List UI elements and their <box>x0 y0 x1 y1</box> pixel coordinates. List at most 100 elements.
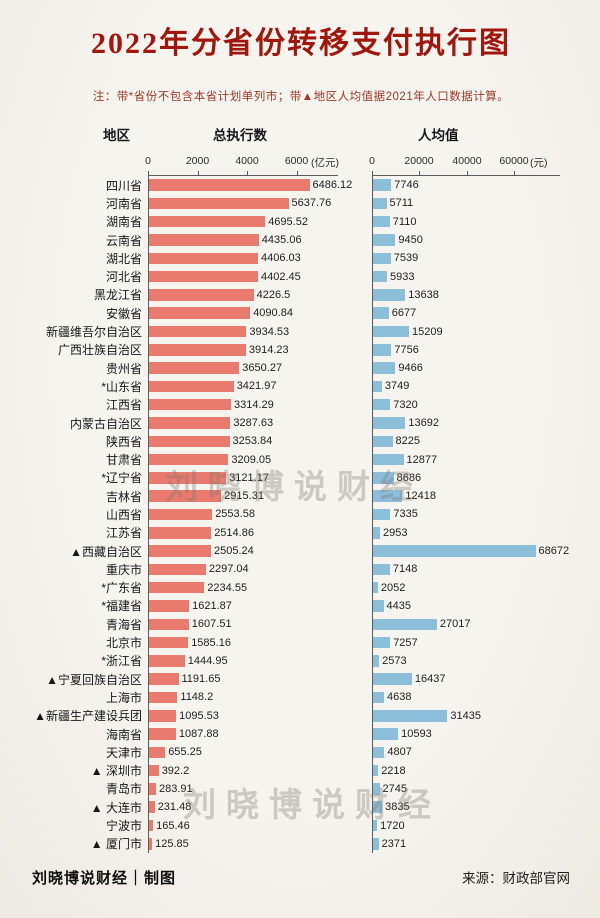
region-label: 江苏省 <box>105 526 142 541</box>
per-capita-bar-cell: 7320 <box>372 395 592 414</box>
total-bar-cell: 1095.53 <box>148 706 372 725</box>
total-value: 1191.65 <box>181 673 221 686</box>
chart-row: 广西壮族自治区 3914.23 7756 <box>10 340 592 359</box>
per-capita-bar-cell: 4638 <box>372 688 592 707</box>
per-capita-value: 5711 <box>389 197 414 210</box>
per-capita-value: 2953 <box>383 526 408 539</box>
chart-row: 河北省 4402.45 5933 <box>10 267 592 286</box>
per-capita-value: 7756 <box>394 343 419 356</box>
total-value: 1095.53 <box>179 709 219 722</box>
per-capita-value: 4435 <box>386 599 411 612</box>
chart-row: 天津市 655.25 4807 <box>10 743 592 762</box>
total-bar <box>149 270 258 283</box>
per-capita-value: 27017 <box>439 618 471 631</box>
total-bar <box>149 819 154 832</box>
total-axis-unit: (亿元) <box>311 157 339 169</box>
axis-tick: 60000 <box>499 155 529 167</box>
total-axis: 0 2000 4000 6000 (亿元) <box>145 155 372 169</box>
region-label: 河南省 <box>105 196 142 211</box>
total-bar-cell: 3421.97 <box>148 377 372 396</box>
per-capita-bar-cell: 15209 <box>372 322 592 341</box>
total-value: 4090.84 <box>253 307 293 320</box>
total-bar <box>149 618 189 631</box>
per-capita-bar <box>373 728 399 740</box>
total-bar <box>149 252 258 265</box>
per-capita-bar <box>373 325 409 338</box>
total-bar <box>149 545 211 557</box>
column-headers: 地区 总执行数 人均值 <box>10 124 592 144</box>
per-capita-value: 3835 <box>385 801 410 814</box>
per-capita-value: 2052 <box>380 581 406 594</box>
total-bar-cell: 2553.58 <box>148 505 372 524</box>
per-capita-bar <box>373 197 387 210</box>
axis-tick: 20000 <box>404 155 434 167</box>
page-title: 2022年分省份转移支付执行图 <box>91 27 511 60</box>
per-capita-value: 8686 <box>396 471 422 484</box>
total-value: 5637.76 <box>291 197 332 210</box>
region-label: 湖北省 <box>105 251 142 266</box>
chart-row: 内蒙古自治区 3287.63 13692 <box>10 413 592 433</box>
total-value: 2505.24 <box>214 545 254 558</box>
chart-row: 黑龙江省 4226.5 13638 <box>10 285 592 305</box>
chart-row: ▲新疆生产建设兵团 1095.53 31435 <box>10 706 592 725</box>
total-bar-cell: 231.48 <box>148 798 372 817</box>
per-capita-value: 5933 <box>390 270 415 283</box>
per-capita-bar <box>373 344 392 356</box>
total-value: 4435.06 <box>261 234 302 247</box>
total-bar-cell: 3934.53 <box>148 322 372 341</box>
total-bar-cell: 2514.86 <box>148 523 372 542</box>
chart-row: *广东省 2234.55 2052 <box>10 578 592 597</box>
region-label: 甘肃省 <box>105 453 142 468</box>
per-capita-bar <box>373 819 378 832</box>
per-capita-axis-line <box>372 169 560 176</box>
axis-tick: 0 <box>369 155 375 167</box>
per-capita-value: 68672 <box>538 545 570 558</box>
per-capita-bar-cell: 4435 <box>372 596 592 616</box>
total-value: 6486.12 <box>312 179 353 192</box>
per-capita-value: 15209 <box>412 325 443 338</box>
per-capita-bar <box>373 527 380 539</box>
per-capita-bar-cell: 12418 <box>372 487 592 506</box>
chart-row: 山西省 2553.58 7335 <box>10 505 592 524</box>
per-capita-bar <box>373 234 396 246</box>
region-label: 陕西省 <box>105 434 142 449</box>
per-capita-bar <box>373 307 389 319</box>
total-bar <box>149 289 254 301</box>
per-capita-bar-cell: 7148 <box>372 560 592 579</box>
total-bar-cell: 6486.12 <box>148 176 372 195</box>
region-label: 湖南省 <box>105 215 142 230</box>
total-value: 2915.31 <box>224 490 264 503</box>
per-capita-bar <box>373 783 380 795</box>
axis-tick: 4000 <box>235 155 259 167</box>
chart-row: 湖北省 4406.03 7539 <box>10 249 592 268</box>
per-capita-bar <box>373 838 379 850</box>
chart-row: 江苏省 2514.86 2953 <box>10 523 592 542</box>
per-capita-bar-cell: 12877 <box>372 450 592 469</box>
total-value: 2553.58 <box>215 508 255 521</box>
total-bar <box>149 783 156 795</box>
per-capita-bar-cell: 13692 <box>372 413 592 433</box>
region-label: ▲ 大连市 <box>90 800 142 815</box>
total-bar <box>149 307 251 319</box>
per-capita-bar <box>373 545 536 557</box>
total-bar <box>149 197 289 210</box>
total-bar-cell: 3314.29 <box>148 395 372 414</box>
chart-row: 宁波市 165.46 1720 <box>10 816 592 835</box>
region-label: 河北省 <box>105 270 142 285</box>
total-bar-cell: 4695.52 <box>148 212 372 231</box>
per-capita-bar <box>373 490 403 502</box>
per-capita-bar-cell: 7756 <box>372 340 592 359</box>
total-bar <box>149 344 246 356</box>
chart-row: 新疆维吾尔自治区 3934.53 15209 <box>10 322 592 341</box>
total-bar <box>149 563 206 576</box>
region-label: ▲西藏自治区 <box>70 544 142 559</box>
per-capita-bar-cell: 7335 <box>372 505 592 524</box>
chart-row: 青岛市 283.91 2745 <box>10 779 592 799</box>
total-bar-cell: 392.2 <box>148 761 372 780</box>
total-bar <box>149 380 234 393</box>
total-value: 1444.95 <box>187 654 228 667</box>
chart-row: *福建省 1621.87 4435 <box>10 596 592 616</box>
total-bar-cell: 5637.76 <box>148 194 372 213</box>
total-axis-line-wrap <box>148 169 372 176</box>
per-capita-value: 13638 <box>408 288 439 301</box>
